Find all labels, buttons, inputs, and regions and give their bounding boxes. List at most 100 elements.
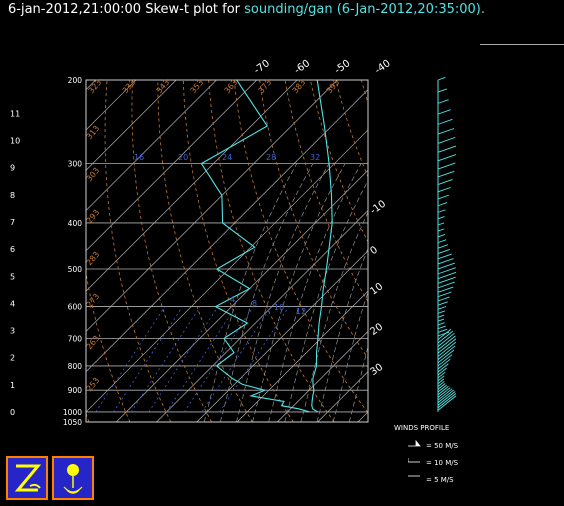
wind-barb bbox=[437, 306, 447, 310]
wind-barb bbox=[437, 338, 457, 354]
z-logo-button[interactable] bbox=[6, 456, 48, 500]
mixing-ratio-line bbox=[95, 306, 166, 413]
title-timestamp: 6-jan-2012,21:00:00 bbox=[8, 2, 142, 17]
header-divider bbox=[480, 44, 564, 45]
wind-barb bbox=[437, 202, 448, 207]
pressure-tick-label: 800 bbox=[68, 362, 83, 371]
mixing-ratio-label: 8 bbox=[252, 299, 257, 308]
wind-barb bbox=[437, 378, 445, 385]
dry-adiabat-line bbox=[310, 80, 368, 243]
sounding-series-line bbox=[311, 80, 333, 413]
height-tick-label: 7 bbox=[10, 218, 15, 227]
wind-barb bbox=[437, 88, 447, 93]
isotherm-line bbox=[236, 290, 368, 422]
dry-adiabat-label: 303 bbox=[85, 166, 102, 183]
mixing-ratio-label: 20 bbox=[178, 153, 188, 162]
mixing-ratio-line bbox=[183, 306, 254, 413]
wind-barb bbox=[437, 99, 449, 104]
wind-barb bbox=[437, 363, 449, 373]
pressure-tick-label: 300 bbox=[68, 160, 83, 169]
wind-barb bbox=[437, 349, 455, 364]
mixing-ratio-line bbox=[166, 306, 237, 413]
dry-adiabat-line bbox=[387, 80, 564, 422]
moist-adiabat-line bbox=[348, 345, 368, 422]
height-tick-label: 4 bbox=[10, 299, 15, 308]
moist-adiabat-line bbox=[219, 163, 314, 422]
height-tick-label: 8 bbox=[10, 191, 15, 200]
wind-barb bbox=[437, 341, 457, 357]
wind-barb bbox=[437, 186, 451, 193]
pressure-tick-label: 400 bbox=[68, 219, 83, 228]
wind-barb bbox=[437, 228, 445, 232]
wind-legend-10: = 10 M/S bbox=[426, 459, 459, 467]
dry-adiabat-label: 263 bbox=[85, 334, 102, 351]
wind-barb bbox=[437, 384, 447, 393]
wind-barb bbox=[437, 136, 456, 144]
wind-barb bbox=[437, 194, 449, 200]
wind-barb bbox=[437, 393, 457, 409]
wind-barb bbox=[437, 387, 451, 398]
wind-barb bbox=[437, 395, 457, 411]
dry-adiabat-label: 313 bbox=[85, 124, 102, 141]
dry-adiabat-line bbox=[182, 80, 294, 422]
z-logo-icon bbox=[14, 464, 42, 492]
wind-barb bbox=[437, 388, 453, 401]
wind-profile bbox=[437, 76, 457, 412]
wind-barb bbox=[437, 267, 456, 275]
title-plot-label: Skew-t plot for bbox=[145, 2, 241, 17]
mixing-ratio-label: 10 bbox=[274, 303, 284, 312]
wind-barb bbox=[437, 76, 446, 81]
wind-barb bbox=[437, 258, 454, 265]
sounding-series-line bbox=[200, 80, 310, 413]
axis-labels-layer: 2003004005006007008009001000105001234567… bbox=[10, 58, 393, 427]
temperature-tick-label: -60 bbox=[292, 58, 312, 76]
wind-barb bbox=[437, 145, 457, 153]
wind-barb bbox=[437, 322, 445, 326]
wind-barb bbox=[437, 170, 455, 178]
wind-barb bbox=[437, 216, 445, 220]
wind-barb bbox=[437, 162, 456, 170]
isotherm-line bbox=[86, 129, 368, 413]
wind-barb bbox=[437, 281, 455, 289]
isotherm-line bbox=[317, 371, 368, 422]
wind-barb bbox=[437, 332, 455, 347]
title-source[interactable]: sounding/gan bbox=[244, 2, 333, 17]
mixing-ratio-label: 4 bbox=[230, 295, 235, 304]
mixing-ratio-label: 32 bbox=[310, 153, 320, 162]
mixing-ratio-line bbox=[130, 306, 201, 413]
weather-balloon-icon bbox=[63, 464, 83, 494]
dry-adiabat-line bbox=[233, 80, 368, 414]
plot-frame bbox=[85, 79, 369, 423]
height-tick-label: 5 bbox=[10, 272, 15, 281]
wind-barb bbox=[437, 296, 450, 302]
dry-adiabat-label: 253 bbox=[85, 376, 102, 393]
dry-adiabat-line bbox=[104, 80, 172, 422]
height-tick-label: 1 bbox=[10, 381, 15, 390]
pressure-tick-label: 700 bbox=[68, 334, 83, 343]
height-tick-label: 0 bbox=[10, 408, 15, 417]
height-tick-label: 2 bbox=[10, 354, 15, 363]
isotherm-line bbox=[86, 80, 258, 252]
pressure-tick-label: 900 bbox=[68, 386, 83, 395]
trace-layer bbox=[200, 80, 333, 413]
wind-barb bbox=[437, 328, 452, 340]
wind-barb bbox=[437, 239, 447, 244]
isotherm-line bbox=[86, 80, 177, 171]
wind-barb bbox=[437, 383, 446, 390]
wind-barb bbox=[437, 253, 452, 260]
dry-adiabat-line bbox=[412, 80, 564, 422]
height-tick-label: 9 bbox=[10, 164, 15, 173]
balloon-logo-button[interactable] bbox=[52, 456, 94, 500]
dry-adiabat-line bbox=[86, 270, 131, 422]
dry-adiabat-line bbox=[463, 80, 564, 422]
dry-adiabat-line bbox=[131, 80, 212, 422]
temperature-tick-label: -70 bbox=[252, 58, 272, 76]
grid-layer bbox=[86, 80, 564, 422]
dry-adiabat-line bbox=[360, 80, 368, 104]
dry-adiabat-line bbox=[438, 80, 564, 422]
wind-barb bbox=[437, 178, 453, 185]
wind-barb bbox=[437, 367, 447, 376]
title-obs-time: (6-Jan-2012,20:35:00). bbox=[336, 2, 485, 17]
plot-title: 6-jan-2012,21:00:00 Skew-t plot for soun… bbox=[8, 2, 485, 17]
moist-adiabat-line bbox=[284, 179, 368, 422]
